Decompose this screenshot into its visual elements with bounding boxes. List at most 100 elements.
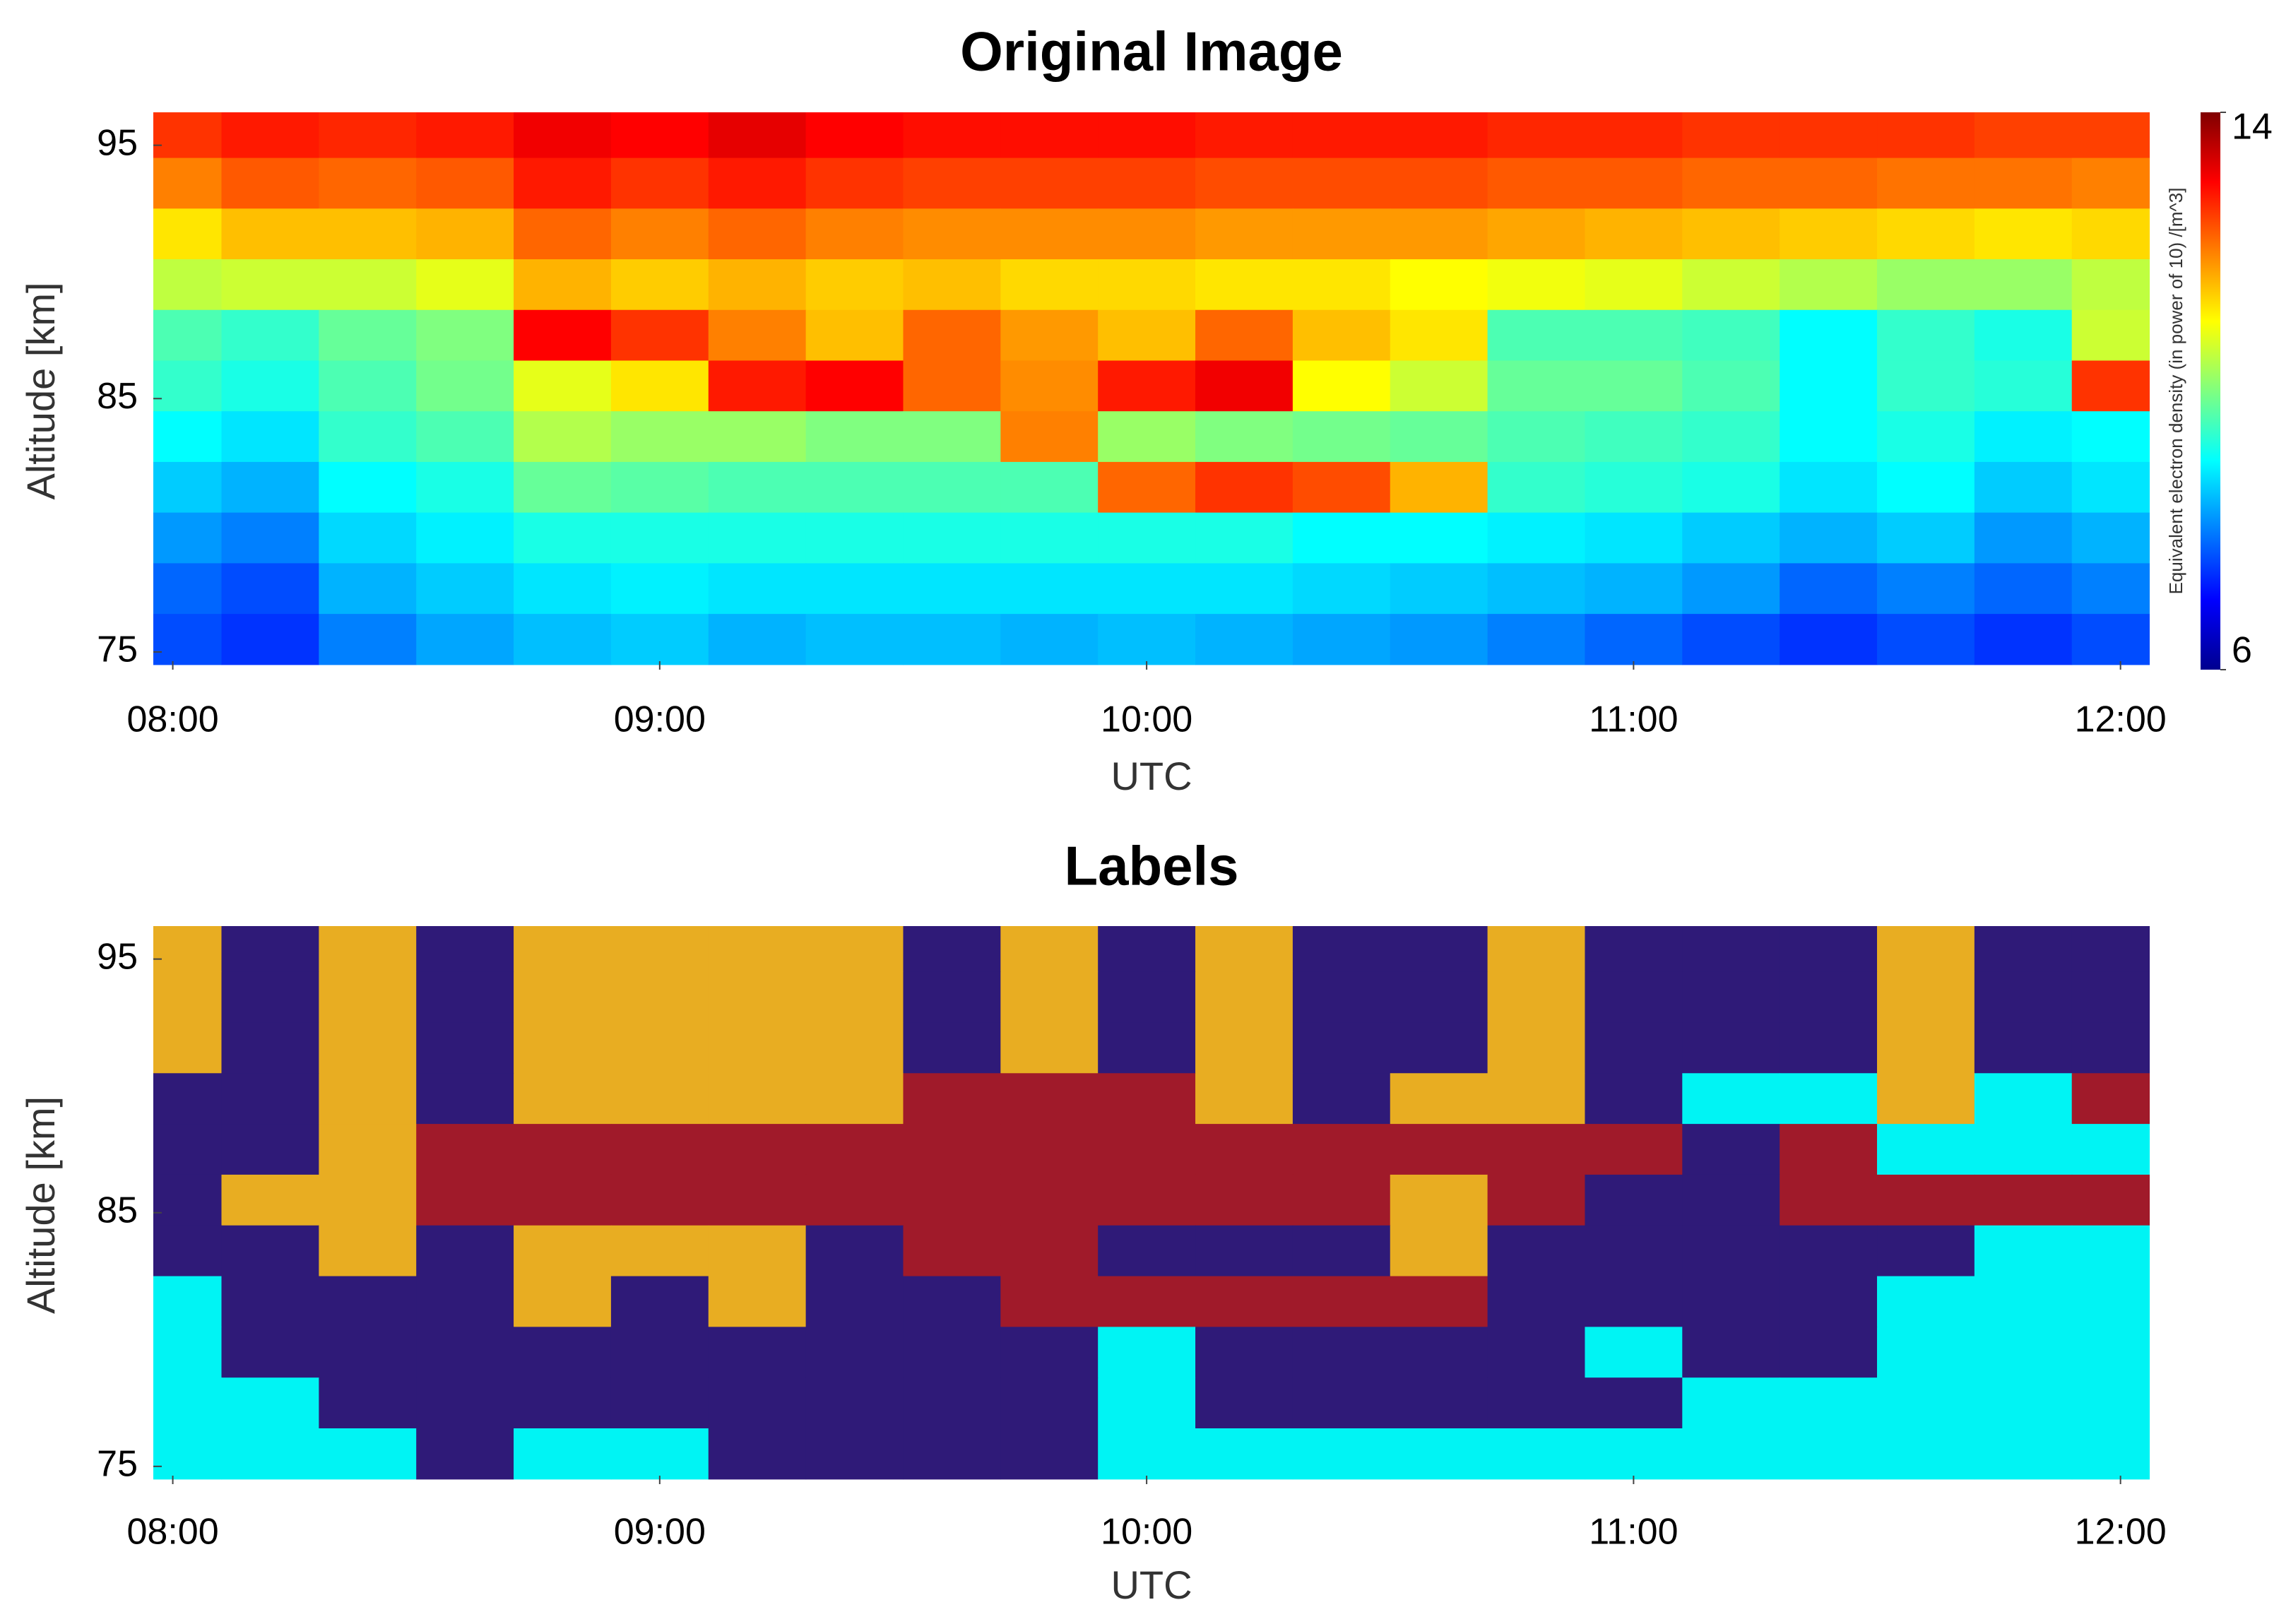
cell [1487, 1428, 1586, 1480]
cell [1877, 1377, 1975, 1429]
cell [416, 1073, 514, 1125]
cell [1292, 1174, 1391, 1226]
cell [1974, 259, 2073, 311]
colorbar-tick-label: 6 [2232, 630, 2252, 671]
cell [416, 971, 514, 1024]
cell [221, 614, 319, 665]
cell [319, 112, 417, 159]
cell [1780, 614, 1878, 665]
cell [514, 1377, 612, 1429]
heatmap [153, 112, 2150, 665]
cell [1292, 926, 1391, 973]
cell [221, 1022, 319, 1074]
cell [805, 1377, 904, 1429]
cell [319, 158, 417, 209]
cell [1780, 926, 1878, 973]
cell [708, 1327, 807, 1378]
chart-title: Original Image [960, 20, 1343, 83]
cell [1487, 112, 1586, 159]
cell [708, 112, 807, 159]
cell [319, 1022, 417, 1074]
y-tick-label: 95 [97, 122, 138, 163]
cell [1098, 1428, 1196, 1480]
cell [1780, 1174, 1878, 1226]
cell [221, 1276, 319, 1327]
cell [610, 1377, 709, 1429]
cell [1195, 1428, 1294, 1480]
cell [1195, 1073, 1294, 1125]
cell [610, 1276, 709, 1327]
cell [805, 360, 904, 412]
cell [1292, 309, 1391, 362]
cell [610, 1073, 709, 1125]
cell [2071, 1327, 2150, 1378]
cell [1195, 461, 1294, 514]
cell [805, 411, 904, 463]
cell [805, 461, 904, 514]
cell [903, 1225, 1001, 1277]
cell [708, 461, 807, 514]
x-tick-label: 11:00 [1589, 1512, 1678, 1553]
cell [1780, 971, 1878, 1024]
cell [1487, 1276, 1586, 1327]
cell [514, 259, 612, 311]
cell [1098, 1225, 1196, 1277]
cell [805, 563, 904, 615]
cell [805, 614, 904, 665]
cell [1877, 411, 1975, 463]
cell [1877, 563, 1975, 615]
cell [416, 461, 514, 514]
cell [1098, 1327, 1196, 1378]
cell [1487, 208, 1586, 260]
cell [1585, 614, 1683, 665]
cell [805, 1073, 904, 1125]
y-tick-label: 85 [97, 1190, 138, 1231]
cell [1585, 1073, 1683, 1125]
x-tick-label: 10:00 [1101, 699, 1192, 740]
cell [221, 1073, 319, 1125]
cell [1780, 259, 1878, 311]
cell [1974, 411, 2073, 463]
cell [1000, 1174, 1099, 1226]
cell [1585, 971, 1683, 1024]
cell [1000, 112, 1099, 159]
cell [1585, 461, 1683, 514]
cell [1195, 926, 1294, 973]
x-tick-label: 09:00 [614, 699, 706, 740]
cell [1487, 563, 1586, 615]
x-tick-label: 11:00 [1589, 699, 1678, 740]
cell [903, 1377, 1001, 1429]
cell [1292, 259, 1391, 311]
cell [153, 411, 223, 463]
cell [514, 926, 612, 973]
cell [1682, 1225, 1780, 1277]
cell [1682, 1377, 1780, 1429]
cell [1585, 1428, 1683, 1480]
cell [1585, 158, 1683, 209]
x-tick-label: 12:00 [2075, 699, 2167, 740]
cell [1780, 563, 1878, 615]
cell [1974, 563, 2073, 615]
cell [1877, 259, 1975, 311]
cell [1974, 512, 2073, 564]
cell [1292, 411, 1391, 463]
chart-title: Labels [1064, 835, 1238, 897]
cell [610, 1327, 709, 1378]
cell [221, 208, 319, 260]
cell [2071, 1022, 2150, 1074]
cell [708, 1225, 807, 1277]
cell [903, 309, 1001, 362]
cell [1682, 1124, 1780, 1175]
cell [610, 1124, 709, 1175]
cell [1974, 971, 2073, 1024]
cell [1098, 411, 1196, 463]
cell [514, 1276, 612, 1327]
cell [1585, 112, 1683, 159]
cell [1487, 614, 1586, 665]
cell [1487, 1073, 1586, 1125]
cell [1877, 614, 1975, 665]
cell [319, 614, 417, 665]
cell [153, 1225, 223, 1277]
cell [610, 208, 709, 260]
cell [1292, 971, 1391, 1024]
